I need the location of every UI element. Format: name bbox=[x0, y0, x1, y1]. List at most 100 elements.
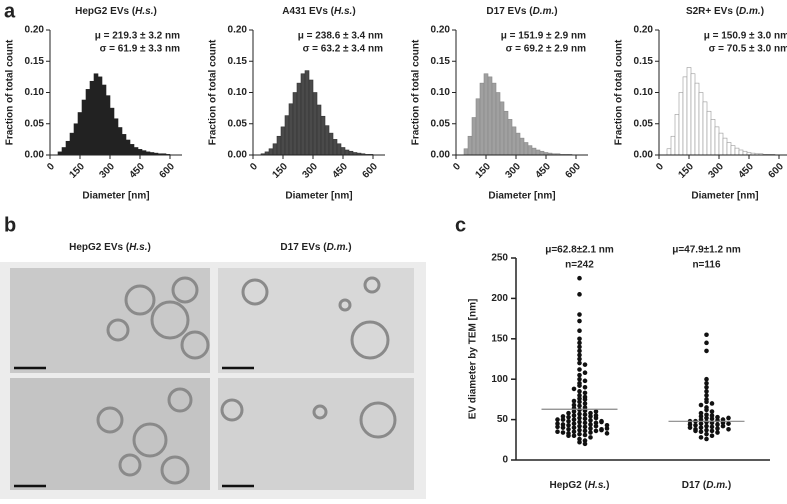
bar bbox=[324, 125, 330, 156]
annotation: μ=47.9±1.2 nm bbox=[672, 245, 741, 256]
image-title-part: HepG2 EVs ( bbox=[69, 242, 130, 253]
x-tick-label-part: H.s. bbox=[588, 480, 606, 491]
bar bbox=[69, 132, 75, 156]
x-tick-label: 450 bbox=[330, 161, 350, 181]
dot bbox=[577, 403, 582, 409]
y-tick-label: 0.05 bbox=[25, 118, 45, 129]
dot bbox=[577, 312, 582, 317]
y-tick-label: 0.05 bbox=[431, 118, 451, 129]
dot bbox=[577, 407, 582, 413]
dot bbox=[577, 356, 582, 362]
bar bbox=[491, 82, 497, 156]
dot bbox=[566, 433, 571, 439]
micrograph bbox=[10, 378, 210, 490]
bar bbox=[125, 139, 131, 156]
dot bbox=[582, 397, 588, 402]
micrograph bbox=[10, 268, 210, 373]
bar bbox=[483, 73, 489, 156]
dot bbox=[582, 405, 588, 410]
y-tick-label: 150 bbox=[491, 333, 508, 344]
bar bbox=[77, 112, 83, 156]
bar bbox=[320, 115, 326, 156]
chart-title-part: H.s. bbox=[135, 6, 153, 17]
y-tick-label: 0.15 bbox=[25, 56, 45, 67]
bar bbox=[686, 67, 692, 156]
dot bbox=[582, 432, 588, 438]
dot bbox=[715, 426, 720, 431]
image-title-part: D.m. bbox=[327, 242, 349, 253]
dot bbox=[715, 430, 720, 435]
x-tick-label: 300 bbox=[503, 161, 523, 181]
y-tick-label: 0.20 bbox=[228, 25, 248, 36]
bar bbox=[312, 92, 318, 156]
bar bbox=[280, 126, 286, 156]
dot bbox=[582, 441, 588, 447]
vesicles bbox=[96, 276, 397, 485]
dot bbox=[577, 431, 582, 437]
dot bbox=[582, 416, 588, 422]
dot bbox=[604, 426, 610, 431]
bar bbox=[678, 92, 684, 156]
bar bbox=[292, 92, 298, 156]
dot bbox=[709, 401, 715, 406]
y-tick-label: 0.15 bbox=[431, 56, 451, 67]
y-tick-label: 0.00 bbox=[634, 150, 654, 161]
bar bbox=[499, 101, 505, 156]
chart-title: D17 EVs (D.m.) bbox=[486, 6, 557, 17]
y-tick-label: 0.00 bbox=[431, 150, 451, 161]
x-tick-label: 450 bbox=[736, 161, 756, 181]
bar bbox=[535, 149, 541, 156]
chart-title: HepG2 EVs (H.s.) bbox=[75, 6, 157, 17]
y-tick-label: 250 bbox=[491, 253, 508, 264]
dot bbox=[704, 380, 709, 386]
micrographs bbox=[0, 262, 426, 499]
image-title-part: ) bbox=[348, 242, 351, 253]
dot bbox=[704, 376, 709, 382]
bar bbox=[463, 148, 469, 156]
dot bbox=[577, 336, 582, 342]
bar bbox=[730, 145, 736, 156]
bar bbox=[495, 92, 501, 156]
chart-title-part: ) bbox=[761, 6, 764, 17]
bar bbox=[284, 115, 290, 156]
bar bbox=[73, 123, 79, 156]
dot bbox=[593, 428, 599, 434]
x-tick-label: 150 bbox=[676, 161, 696, 181]
dot bbox=[577, 275, 582, 281]
image-title-part: ) bbox=[148, 242, 151, 253]
dot bbox=[577, 427, 582, 433]
bar bbox=[121, 134, 127, 156]
bar bbox=[531, 147, 537, 156]
annotation: μ = 238.6 ± 3.4 nm bbox=[298, 31, 383, 42]
dot bbox=[577, 393, 582, 398]
bar bbox=[89, 80, 95, 156]
dot bbox=[566, 418, 571, 424]
dot bbox=[577, 415, 582, 421]
y-tick-label: 0.15 bbox=[228, 56, 248, 67]
y-axis-label: Fraction of total count bbox=[5, 39, 16, 145]
dot bbox=[577, 292, 582, 297]
bar bbox=[471, 117, 477, 156]
dot bbox=[560, 414, 566, 419]
dot bbox=[571, 433, 577, 439]
bar bbox=[527, 145, 533, 156]
bar bbox=[109, 107, 115, 156]
bar bbox=[503, 110, 509, 156]
dot bbox=[577, 436, 582, 442]
x-tick-label: 300 bbox=[706, 161, 726, 181]
dot bbox=[577, 383, 582, 388]
bar bbox=[511, 126, 517, 156]
x-tick-label: D17 (D.m.) bbox=[682, 480, 731, 491]
x-tick-label: 600 bbox=[563, 161, 583, 181]
chart-title-part: D17 EVs ( bbox=[486, 6, 533, 17]
bar bbox=[61, 147, 67, 156]
dot bbox=[698, 425, 704, 430]
bar bbox=[81, 99, 87, 156]
dot bbox=[704, 407, 709, 413]
bar bbox=[308, 79, 314, 156]
dot bbox=[571, 429, 577, 435]
annotation: σ = 63.2 ± 3.4 nm bbox=[303, 44, 384, 55]
bar bbox=[467, 135, 473, 156]
dot bbox=[715, 418, 720, 423]
x-tick-label: 300 bbox=[300, 161, 320, 181]
